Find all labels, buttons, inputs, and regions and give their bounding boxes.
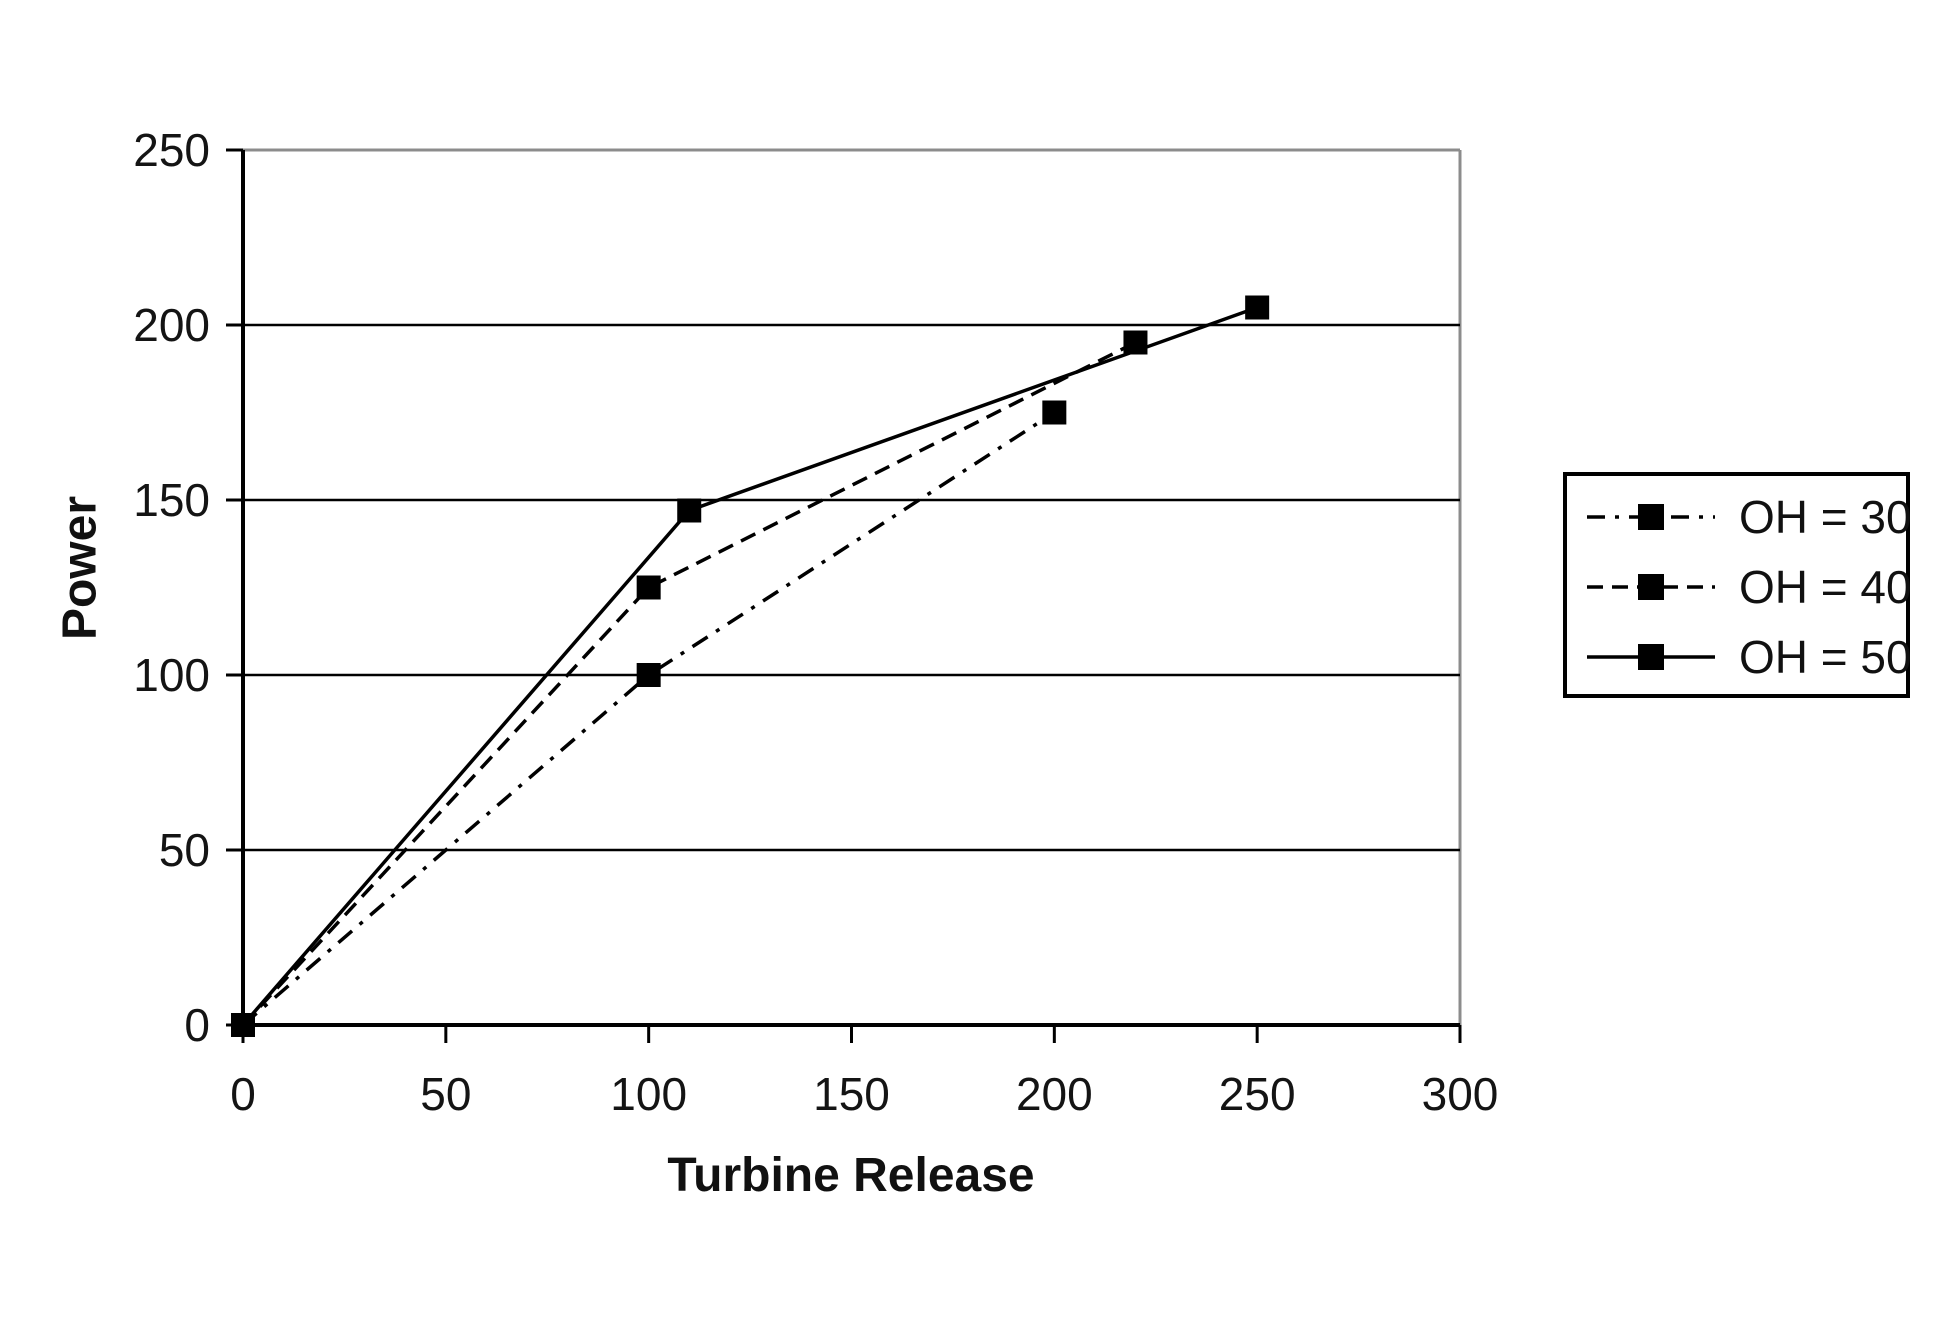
y-axis-title: Power	[53, 495, 107, 641]
legend-marker-oh-40	[1638, 574, 1664, 600]
x-axis-title: Turbine Release	[667, 1149, 1035, 1202]
marker-oh-30-2	[1042, 400, 1067, 425]
tick-label-x-200: 200	[1016, 1068, 1093, 1120]
legend-label-oh-30: OH = 30	[1739, 491, 1912, 543]
marker-oh-40-1	[636, 575, 661, 600]
marker-oh-50-1	[677, 498, 702, 523]
tick-label-x-0: 0	[230, 1068, 256, 1120]
tick-label-y-0: 0	[184, 999, 210, 1051]
tick-label-y-200: 200	[133, 299, 210, 351]
legend-line-sample-oh-40	[1587, 574, 1715, 600]
tick-label-y-150: 150	[133, 474, 210, 526]
series-line-oh-50	[241, 305, 1258, 1027]
legend-line-sample-oh-30	[1587, 504, 1715, 530]
tick-label-x-150: 150	[813, 1068, 890, 1120]
legend-item-oh-40: OH = 40	[1587, 561, 1912, 613]
marker-oh-30-1	[636, 663, 661, 687]
series-line-oh-40	[241, 340, 1137, 1027]
tick-label-y-50: 50	[159, 824, 210, 876]
legend-item-oh-50: OH = 50	[1587, 631, 1912, 683]
tick-label-y-100: 100	[133, 649, 210, 701]
series-line-oh-30	[241, 411, 1056, 1027]
marker-oh-50-0	[231, 1013, 255, 1037]
tick-label-y-250: 250	[133, 124, 210, 176]
tick-label-x-300: 300	[1422, 1068, 1499, 1120]
legend-marker-oh-50	[1638, 644, 1664, 670]
tick-label-x-100: 100	[610, 1068, 687, 1120]
legend-label-oh-50: OH = 50	[1739, 631, 1912, 683]
legend: OH = 30 OH = 40 OH = 50	[1563, 472, 1912, 698]
tick-label-x-50: 50	[420, 1068, 471, 1120]
legend-item-oh-30: OH = 30	[1587, 491, 1912, 543]
marker-oh-50-2	[1245, 295, 1270, 320]
tick-label-x-250: 250	[1219, 1068, 1296, 1120]
legend-label-oh-40: OH = 40	[1739, 561, 1912, 613]
legend-line-sample-oh-50	[1587, 644, 1715, 670]
legend-marker-oh-30	[1638, 504, 1664, 530]
